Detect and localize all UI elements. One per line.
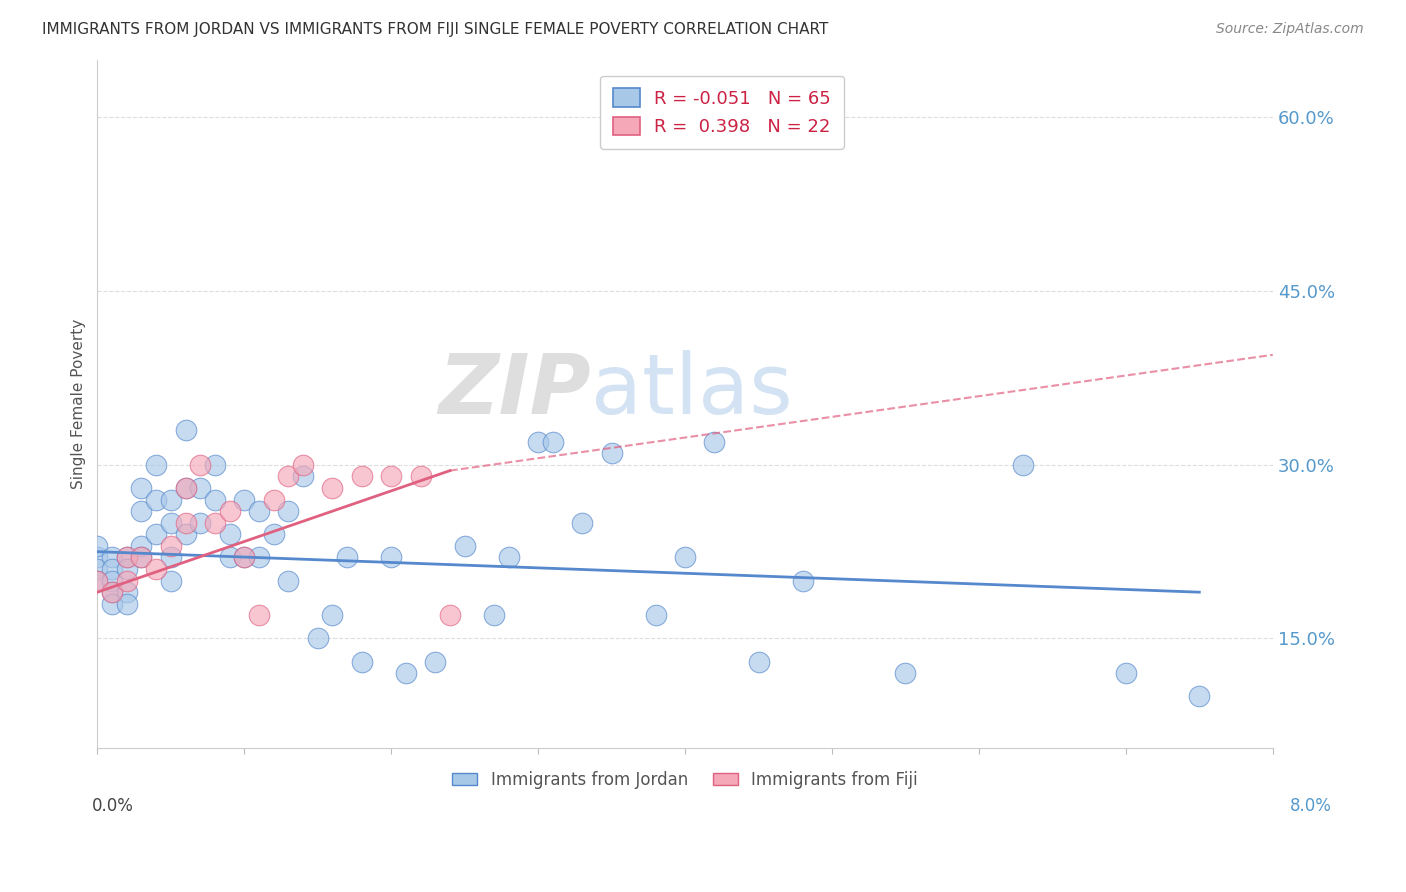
- Text: Source: ZipAtlas.com: Source: ZipAtlas.com: [1216, 22, 1364, 37]
- Point: [1115, 666, 1137, 681]
- Point: [145, 562, 167, 576]
- Point: [425, 655, 447, 669]
- Point: [263, 527, 285, 541]
- Point: [263, 492, 285, 507]
- Point: [336, 550, 359, 565]
- Point: [174, 423, 197, 437]
- Point: [703, 434, 725, 449]
- Point: [453, 539, 475, 553]
- Point: [145, 492, 167, 507]
- Point: [644, 608, 666, 623]
- Point: [894, 666, 917, 681]
- Text: IMMIGRANTS FROM JORDAN VS IMMIGRANTS FROM FIJI SINGLE FEMALE POVERTY CORRELATION: IMMIGRANTS FROM JORDAN VS IMMIGRANTS FRO…: [42, 22, 828, 37]
- Point: [159, 550, 181, 565]
- Point: [247, 608, 270, 623]
- Point: [115, 550, 138, 565]
- Point: [188, 458, 211, 472]
- Point: [277, 469, 299, 483]
- Point: [233, 492, 256, 507]
- Point: [380, 469, 402, 483]
- Point: [159, 574, 181, 588]
- Point: [101, 585, 124, 599]
- Point: [218, 550, 240, 565]
- Point: [115, 562, 138, 576]
- Point: [101, 585, 124, 599]
- Point: [174, 481, 197, 495]
- Point: [204, 516, 226, 530]
- Point: [600, 446, 623, 460]
- Point: [439, 608, 461, 623]
- Text: 0.0%: 0.0%: [91, 797, 134, 814]
- Point: [380, 550, 402, 565]
- Point: [233, 550, 256, 565]
- Point: [131, 539, 153, 553]
- Point: [218, 527, 240, 541]
- Point: [115, 597, 138, 611]
- Point: [101, 562, 124, 576]
- Point: [277, 574, 299, 588]
- Point: [321, 481, 343, 495]
- Point: [204, 492, 226, 507]
- Point: [541, 434, 564, 449]
- Point: [292, 458, 315, 472]
- Point: [159, 516, 181, 530]
- Point: [86, 550, 108, 565]
- Point: [101, 597, 124, 611]
- Text: atlas: atlas: [591, 350, 793, 431]
- Point: [145, 527, 167, 541]
- Point: [86, 574, 108, 588]
- Point: [482, 608, 505, 623]
- Point: [233, 550, 256, 565]
- Point: [673, 550, 696, 565]
- Point: [101, 574, 124, 588]
- Point: [350, 655, 373, 669]
- Point: [174, 527, 197, 541]
- Point: [115, 550, 138, 565]
- Point: [247, 550, 270, 565]
- Point: [1012, 458, 1035, 472]
- Point: [188, 481, 211, 495]
- Point: [409, 469, 432, 483]
- Point: [145, 458, 167, 472]
- Point: [115, 574, 138, 588]
- Point: [86, 574, 108, 588]
- Point: [395, 666, 418, 681]
- Point: [247, 504, 270, 518]
- Point: [159, 492, 181, 507]
- Point: [747, 655, 769, 669]
- Point: [350, 469, 373, 483]
- Point: [277, 504, 299, 518]
- Point: [174, 481, 197, 495]
- Point: [307, 632, 329, 646]
- Y-axis label: Single Female Poverty: Single Female Poverty: [72, 319, 86, 489]
- Point: [86, 539, 108, 553]
- Point: [527, 434, 550, 449]
- Point: [174, 516, 197, 530]
- Point: [101, 550, 124, 565]
- Point: [821, 87, 844, 102]
- Text: 8.0%: 8.0%: [1289, 797, 1331, 814]
- Point: [292, 469, 315, 483]
- Point: [1188, 690, 1211, 704]
- Point: [86, 562, 108, 576]
- Point: [321, 608, 343, 623]
- Point: [218, 504, 240, 518]
- Point: [571, 516, 593, 530]
- Point: [159, 539, 181, 553]
- Point: [131, 481, 153, 495]
- Point: [204, 458, 226, 472]
- Legend: Immigrants from Jordan, Immigrants from Fiji: Immigrants from Jordan, Immigrants from …: [439, 757, 931, 802]
- Point: [131, 504, 153, 518]
- Point: [131, 550, 153, 565]
- Point: [131, 550, 153, 565]
- Point: [188, 516, 211, 530]
- Point: [115, 585, 138, 599]
- Point: [498, 550, 520, 565]
- Point: [792, 574, 814, 588]
- Text: ZIP: ZIP: [439, 350, 591, 431]
